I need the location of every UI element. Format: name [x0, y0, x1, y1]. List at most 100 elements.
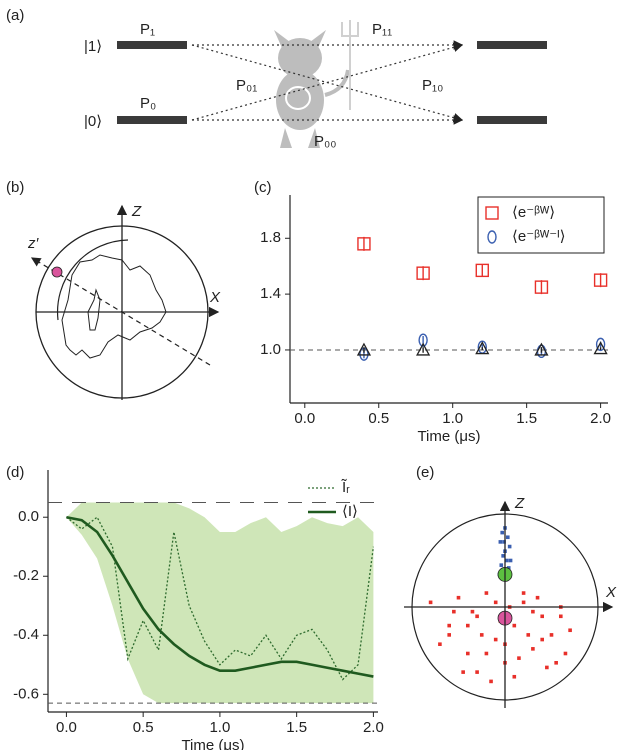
point	[484, 651, 489, 656]
x-tick-label: 0.5	[368, 410, 389, 427]
point	[507, 544, 512, 549]
line	[66, 515, 374, 678]
x-tick-label: 2.0	[590, 410, 611, 427]
point	[501, 554, 505, 558]
legend-box	[477, 196, 605, 254]
marker	[593, 273, 608, 287]
x-tick-label: 1.0	[209, 719, 230, 736]
axis-label: X	[209, 289, 221, 306]
point	[470, 609, 475, 614]
axis-label: X	[605, 584, 617, 601]
y-tick-label: 1.8	[260, 229, 281, 246]
y-tick-label: 1.0	[260, 341, 281, 358]
panel-label: (a)	[6, 7, 24, 24]
transition-arrow	[191, 42, 464, 121]
state-label: |0⟩	[84, 113, 102, 130]
panel-label: (d)	[6, 464, 24, 481]
marker	[595, 337, 606, 352]
point	[505, 558, 509, 563]
trajectory	[56, 239, 129, 321]
point	[521, 591, 526, 595]
point	[479, 633, 484, 637]
y-tick-label: -0.4	[13, 626, 39, 643]
x-tick-label: 0.5	[133, 719, 154, 736]
y-tick-label: -0.2	[13, 567, 39, 584]
y-tick-label: -0.6	[13, 685, 39, 702]
legend-swatch	[485, 206, 499, 220]
point	[489, 679, 493, 684]
marker	[475, 341, 490, 355]
marker	[356, 342, 372, 356]
point	[535, 595, 540, 600]
point	[505, 535, 510, 540]
probability-label: P₁₀	[422, 77, 443, 94]
point	[447, 633, 451, 637]
point	[549, 633, 554, 637]
panel-label: (e)	[416, 464, 434, 481]
point	[506, 566, 511, 570]
point	[438, 642, 442, 646]
axis-label: Z	[131, 203, 142, 220]
x-tick-label: 1.0	[442, 410, 463, 427]
point	[493, 600, 498, 605]
point	[531, 609, 535, 614]
line	[66, 516, 375, 681]
x-axis-label: Time (μs)	[181, 737, 244, 750]
y-tick-label: 1.4	[260, 285, 281, 302]
x-tick-label: 2.0	[363, 719, 384, 736]
point	[428, 600, 433, 605]
point	[526, 633, 531, 637]
state-label: |1⟩	[84, 38, 102, 55]
marker	[475, 263, 489, 278]
probability-label: P₀₀	[314, 133, 336, 150]
level-bar	[477, 116, 547, 124]
level-bar	[117, 116, 187, 124]
point	[456, 595, 461, 600]
point	[563, 651, 568, 656]
legend-label: ⟨I⟩	[342, 503, 358, 520]
point	[512, 623, 517, 628]
state-marker	[51, 266, 63, 278]
point	[466, 651, 470, 656]
x-tick-label: 0.0	[294, 410, 315, 427]
point	[493, 637, 498, 642]
point	[499, 563, 504, 567]
point	[447, 623, 451, 628]
point	[452, 609, 456, 614]
axis-label: Z	[514, 495, 525, 512]
point	[512, 674, 517, 679]
point	[461, 670, 465, 674]
marker	[534, 342, 549, 356]
marker	[418, 333, 428, 347]
point	[540, 637, 544, 642]
point	[568, 628, 572, 633]
legend-swatch	[487, 230, 497, 244]
z-prime-axis	[30, 257, 211, 366]
x-tick-label: 0.0	[56, 719, 77, 736]
point	[554, 661, 558, 665]
y-tick-label: 0.0	[18, 508, 39, 525]
point	[559, 614, 563, 619]
point	[475, 670, 479, 674]
level-bar	[117, 41, 187, 49]
point	[484, 591, 489, 595]
legend-label: Ĩᵣ	[341, 479, 350, 496]
point	[517, 656, 521, 660]
trajectory-band	[66, 502, 374, 704]
panel-label: (c)	[254, 179, 272, 196]
marker	[416, 342, 431, 356]
probability-label: P₀	[140, 95, 156, 112]
point	[540, 614, 544, 619]
devil-icon	[274, 20, 359, 148]
legend-label: ⟨e⁻ᵝᵂ⁻ᴵ⟩	[512, 228, 566, 245]
probability-label: P₀₁	[236, 77, 257, 94]
point	[475, 614, 479, 619]
x-axis-label: Time (μs)	[417, 428, 480, 445]
x-tick-label: 1.5	[516, 410, 537, 427]
legend-label: ⟨e⁻ᵝᵂ⟩	[512, 204, 555, 221]
probability-label: P₁₁	[372, 21, 392, 38]
marker	[357, 237, 371, 251]
marker	[593, 341, 608, 355]
trajectory	[61, 254, 167, 359]
